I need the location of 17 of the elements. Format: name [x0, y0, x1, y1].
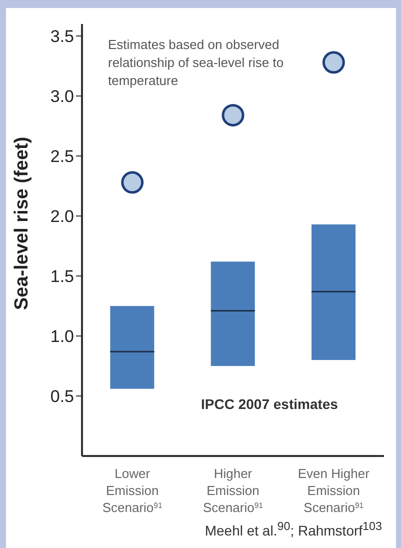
point — [222, 104, 244, 126]
x-tick-label: Higher Emission Scenario$^{91}$ — [203, 466, 263, 515]
point — [121, 171, 144, 194]
y-tick-label: 3.0 — [50, 87, 74, 106]
y-tick-label: 1.5 — [50, 267, 74, 286]
x-tick-label: Even Higher Emission Scenario$^{91}$ — [298, 466, 370, 515]
x-tick-label: Lower Emission Scenario$^{91}$ — [102, 466, 162, 515]
annotation: IPCC 2007 estimates — [201, 396, 338, 412]
annotation: Estimates based on observed relationship of sea-level rise to temperature — [108, 36, 285, 90]
y-tick-label: 0.5 — [50, 387, 74, 406]
y-tick-label: 2.5 — [50, 147, 74, 166]
y-tick-label: 3.5 — [50, 27, 74, 46]
text: Meehl et al.$^{90}$; Rahmstorf$^{103}$ — [204, 520, 382, 539]
y-tick-label: 1.0 — [50, 327, 74, 346]
y-axis-title: Sea-level rise (feet) — [12, 136, 33, 310]
y-tick-label: 2.0 — [50, 207, 74, 226]
point — [322, 51, 345, 74]
